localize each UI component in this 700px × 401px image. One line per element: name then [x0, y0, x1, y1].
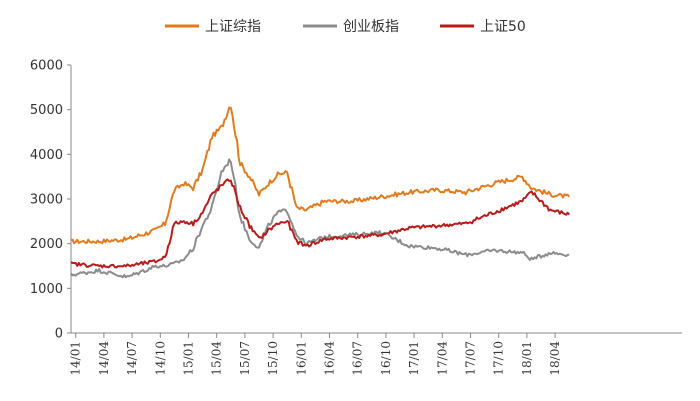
y-tick-label: 6000: [30, 59, 63, 74]
x-tick-label: 16/01: [294, 341, 308, 376]
x-tick-label: 18/04: [548, 341, 562, 376]
x-tick-label: 17/01: [407, 341, 421, 376]
x-tick-label: 14/04: [97, 341, 111, 376]
y-axis: 0 1000 2000 3000 4000 5000 6000: [30, 59, 72, 342]
series-line: [70, 158, 570, 279]
y-tick-label: 0: [55, 327, 63, 342]
x-tick-label: 15/04: [210, 341, 224, 376]
legend: 上证综指 创业板指 上证50: [165, 19, 526, 35]
x-tick-label: 14/10: [153, 341, 167, 376]
legend-label: 上证综指: [205, 19, 261, 35]
x-tick-label: 15/01: [182, 341, 196, 376]
x-tick-label: 17/04: [435, 341, 449, 376]
x-tick-label: 15/10: [266, 341, 280, 376]
x-tick-label: 16/04: [323, 341, 337, 376]
series-line: [70, 178, 570, 269]
x-tick-label: 16/10: [379, 341, 393, 376]
x-axis: 14/01 14/04 14/07 14/10 15/01 15/04 15/07 15/10…: [69, 332, 682, 376]
y-tick-label: 2000: [30, 237, 63, 252]
series-line: [70, 106, 570, 245]
x-tick-label: 17/10: [492, 341, 506, 376]
y-tick-label: 3000: [30, 193, 63, 208]
x-tick-label: 14/07: [125, 341, 139, 376]
y-tick-label: 1000: [30, 282, 63, 297]
series-layer: [70, 106, 570, 279]
legend-label: 创业板指: [343, 19, 399, 35]
y-tick-label: 4000: [30, 148, 63, 163]
x-tick-label: 16/07: [351, 341, 365, 376]
x-tick-label: 15/07: [238, 341, 252, 376]
x-tick-label: 14/01: [69, 341, 83, 376]
x-tick-label: 18/01: [520, 341, 534, 376]
legend-label: 上证50: [480, 19, 526, 35]
y-tick-label: 5000: [30, 103, 63, 118]
x-tick-label: 17/07: [464, 341, 478, 376]
